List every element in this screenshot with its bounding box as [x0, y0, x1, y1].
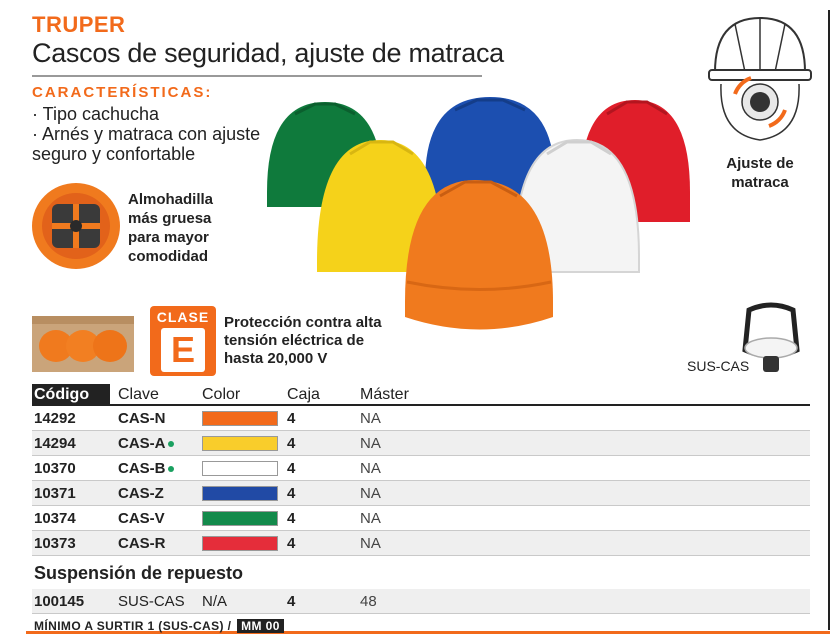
right-border-rule: [828, 10, 830, 630]
spare-master: 48: [360, 593, 377, 610]
brand-logo: TRUPER: [32, 12, 126, 37]
table-row: 10374 CAS-V 4 NA: [32, 506, 810, 531]
color-swatch: [202, 461, 278, 476]
spare-caja: 4: [287, 593, 296, 610]
header-caja: Caja: [287, 386, 320, 403]
spare-code: 100145: [34, 593, 85, 610]
table-row: 10370 CAS-B 4 NA: [32, 456, 810, 481]
suspension-label: SUS-CAS: [687, 358, 750, 374]
cell-master: NA: [360, 535, 381, 552]
features-heading: CARACTERÍSTICAS:: [32, 84, 213, 101]
cell-code: 14292: [34, 410, 76, 427]
cell-master: NA: [360, 435, 381, 452]
header-code: Código: [32, 384, 110, 406]
table-header: Código Clave Color Caja Máster: [32, 384, 810, 406]
class-caption: Protección contra alta tensión eléctrica…: [224, 314, 382, 367]
feature-item: · Tipo cachucha: [32, 104, 160, 124]
class-letter: E: [161, 328, 205, 372]
class-label: CLASE: [156, 309, 210, 325]
footer-unit-badge: MM 00: [237, 619, 284, 633]
cell-caja: 4: [287, 435, 296, 452]
product-table: Código Clave Color Caja Máster 14292 CAS-…: [32, 384, 810, 556]
cell-clave: CAS-R: [118, 535, 166, 552]
padding-photo: [32, 183, 120, 269]
cell-clave: CAS-A: [118, 435, 166, 452]
page-title: Cascos de seguridad, ajuste de matraca: [32, 38, 504, 68]
color-swatch: [202, 436, 278, 451]
cell-master: NA: [360, 510, 381, 527]
header-master: Máster: [360, 386, 409, 403]
spare-clave: SUS-CAS: [118, 593, 185, 610]
suspension-photo: [742, 302, 800, 372]
cell-code: 10374: [34, 510, 76, 527]
cell-code: 10373: [34, 535, 76, 552]
new-item-dot-icon: [168, 466, 174, 472]
cell-clave: CAS-N: [118, 410, 166, 427]
cell-caja: 4: [287, 410, 296, 427]
new-item-dot-icon: [168, 441, 174, 447]
spare-suspension-heading: Suspensión de repuesto: [34, 563, 244, 583]
footer-note: MÍNIMO A SURTIR 1 (SUS-CAS) / MM 00: [34, 619, 284, 633]
padding-caption: Almohadilla más gruesa para mayor comodi…: [128, 191, 214, 265]
title-underline: [32, 75, 482, 77]
cell-caja: 4: [287, 510, 296, 527]
cell-clave: CAS-B: [118, 460, 166, 477]
cell-caja: 4: [287, 485, 296, 502]
cell-code: 10371: [34, 485, 76, 502]
color-swatch: [202, 511, 278, 526]
cell-caja: 4: [287, 460, 296, 477]
box-photo: [32, 316, 134, 372]
class-e-badge: CLASE E: [150, 306, 216, 376]
cell-master: NA: [360, 485, 381, 502]
ratchet-caption: Ajuste de matraca: [726, 155, 794, 191]
cell-code: 14294: [34, 435, 76, 452]
header-color: Color: [202, 386, 241, 403]
cell-master: NA: [360, 410, 381, 427]
color-swatch: [202, 486, 278, 501]
cell-clave: CAS-V: [118, 510, 165, 527]
cell-caja: 4: [287, 535, 296, 552]
footer-note-text: MÍNIMO A SURTIR 1 (SUS-CAS) /: [34, 619, 232, 633]
table-row: 14294 CAS-A 4 NA: [32, 431, 810, 456]
spare-suspension-row: 100145 SUS-CAS N/A 4 48: [32, 589, 810, 614]
cell-code: 10370: [34, 460, 76, 477]
spare-color: N/A: [202, 593, 228, 610]
helmets-image: [267, 97, 690, 330]
feature-item: · Arnés y matraca con ajuste seguro y co…: [32, 124, 261, 164]
table-row: 10373 CAS-R 4 NA: [32, 531, 810, 556]
cell-clave: CAS-Z: [118, 485, 164, 502]
bottom-border-rule: [26, 631, 830, 634]
color-swatch: [202, 411, 278, 426]
cell-master: NA: [360, 460, 381, 477]
table-row: 14292 CAS-N 4 NA: [32, 406, 810, 431]
header-clave: Clave: [118, 386, 159, 403]
color-swatch: [202, 536, 278, 551]
table-row: 10371 CAS-Z 4 NA: [32, 481, 810, 506]
ratchet-illustration: [708, 16, 812, 141]
